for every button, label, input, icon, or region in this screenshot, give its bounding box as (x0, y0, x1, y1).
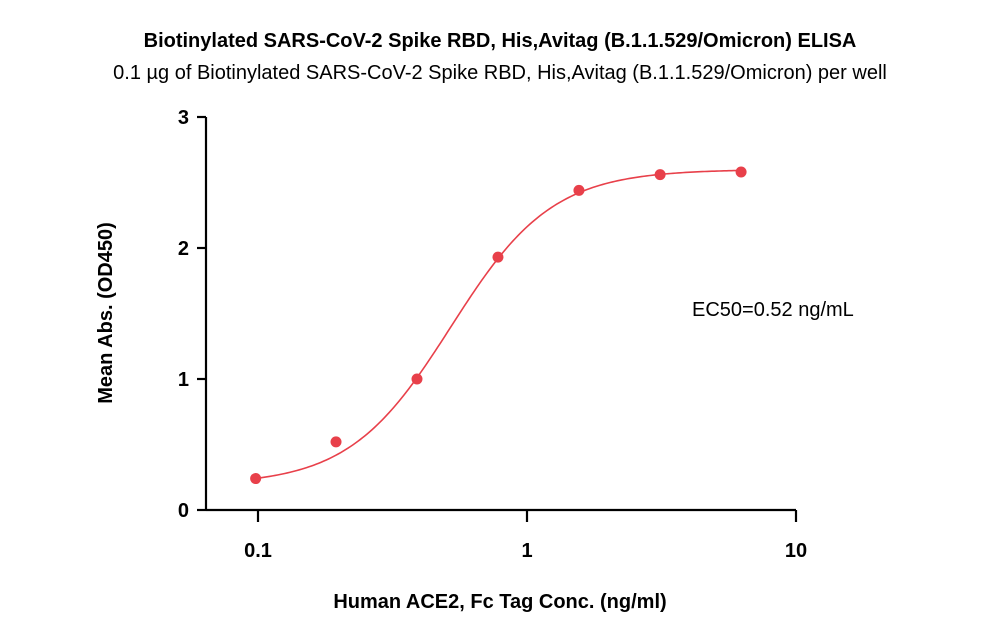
data-point (411, 373, 423, 385)
x-tick-label: 0.1 (244, 540, 272, 562)
data-point (654, 169, 666, 181)
y-tick-label: 0 (178, 500, 189, 522)
data-point (735, 166, 747, 178)
chart-subtitle: 0.1 µg of Biotinylated SARS-CoV-2 Spike … (113, 62, 887, 84)
y-tick-label: 1 (178, 369, 189, 391)
data-point (330, 436, 342, 448)
data-point (573, 184, 585, 196)
y-axis-label: Mean Abs. (OD450) (95, 222, 117, 404)
data-point (250, 473, 262, 485)
x-axis-label: Human ACE2, Fc Tag Conc. (ng/ml) (333, 591, 666, 613)
ec50-annotation: EC50=0.52 ng/mL (692, 299, 854, 321)
y-tick-label: 3 (178, 107, 189, 129)
x-tick-label: 10 (785, 540, 807, 562)
chart-title: Biotinylated SARS-CoV-2 Spike RBD, His,A… (143, 30, 857, 52)
y-tick-label: 2 (178, 238, 189, 260)
fit-curve (255, 169, 742, 480)
data-point (492, 251, 504, 263)
x-tick-label: 1 (521, 540, 532, 562)
